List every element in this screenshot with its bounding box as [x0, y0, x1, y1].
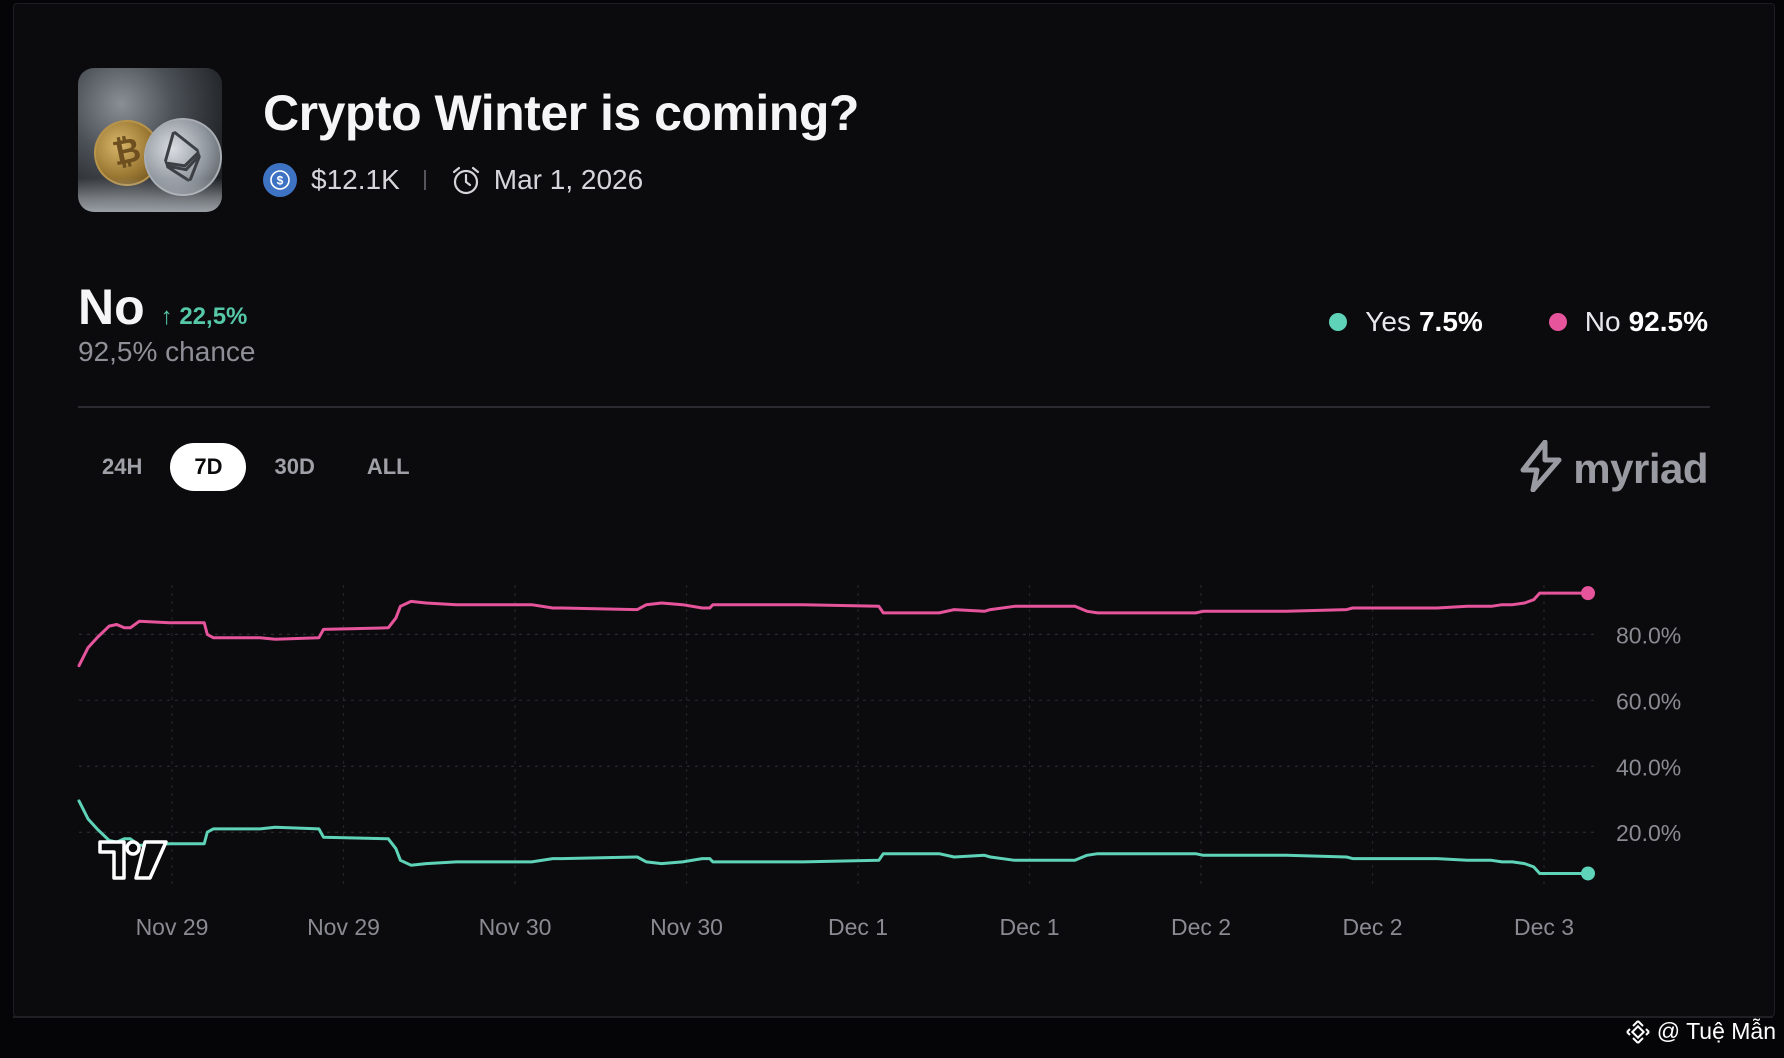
- brand-name: myriad: [1573, 444, 1708, 492]
- usdc-icon: $: [263, 163, 297, 197]
- legend-item-no[interactable]: No 92.5%: [1548, 306, 1708, 338]
- market-end-date: Mar 1, 2026: [493, 164, 644, 195]
- arrow-up-icon: ↑: [160, 303, 173, 330]
- market-meta: $ $12.1K Mar 1, 2026: [263, 162, 643, 198]
- time-range-selector: 24H 7D 30D ALL: [78, 443, 438, 491]
- x-tick-label: Dec 3: [1514, 914, 1574, 940]
- legend-value-no: 92.5%: [1628, 306, 1708, 337]
- yes-dot-icon: [1329, 313, 1348, 331]
- x-tick-label: Nov 30: [479, 914, 552, 940]
- range-all-button[interactable]: ALL: [366, 454, 410, 479]
- card-bottom-border: [13, 1016, 1773, 1018]
- snow-ground: [78, 178, 222, 212]
- outcome-name: No: [78, 279, 145, 335]
- y-tick-label: 60.0%: [1616, 688, 1681, 714]
- y-tick-label: 40.0%: [1616, 754, 1681, 780]
- binance-logo-icon: [1626, 1019, 1650, 1044]
- alarm-clock-icon: [450, 164, 482, 196]
- range-7d-button[interactable]: 7D: [170, 443, 247, 491]
- series-line-yes: [77, 799, 1590, 875]
- outcome-chance: 92,5% chance: [78, 336, 256, 367]
- watermark-text: @ Tuệ Mẫn: [1656, 1018, 1776, 1044]
- series-line-no: [77, 591, 1590, 668]
- market-volume: $12.1K: [311, 164, 400, 195]
- no-dot-icon: [1548, 313, 1567, 331]
- legend-label-no: No: [1584, 306, 1621, 337]
- market-thumbnail: ₿: [78, 68, 222, 212]
- market-card: [13, 3, 1775, 1017]
- series-endpoint-no: [1581, 586, 1595, 601]
- range-24h-button[interactable]: 24H: [102, 454, 143, 479]
- tradingview-logo-icon: [98, 840, 168, 880]
- x-tick-label: Dec 1: [999, 914, 1059, 940]
- meta-separator: [423, 170, 426, 190]
- myriad-brand: myriad: [1519, 439, 1708, 497]
- legend-item-yes[interactable]: Yes 7.5%: [1329, 306, 1483, 338]
- chart-legend: Yes 7.5% No 92.5%: [1263, 306, 1708, 338]
- svg-text:$: $: [277, 174, 284, 188]
- y-tick-label: 80.0%: [1616, 622, 1681, 648]
- x-tick-label: Dec 2: [1342, 914, 1402, 940]
- watermark: @ Tuệ Mẫn: [1625, 1018, 1776, 1045]
- outcome-change: ↑ 22,5%: [161, 303, 248, 331]
- x-tick-label: Nov 29: [136, 914, 209, 940]
- range-30d-button[interactable]: 30D: [274, 454, 315, 479]
- myriad-bolt-icon: [1519, 439, 1563, 497]
- legend-label-yes: Yes: [1365, 306, 1411, 337]
- x-tick-label: Nov 29: [307, 914, 380, 940]
- selected-outcome: No ↑ 22,5%: [78, 278, 247, 336]
- series-endpoint-yes: [1581, 866, 1595, 881]
- y-tick-label: 20.0%: [1616, 820, 1681, 846]
- outcome-change-value: 22,5%: [179, 303, 248, 330]
- legend-value-yes: 7.5%: [1418, 306, 1483, 337]
- x-tick-label: Dec 1: [828, 914, 888, 940]
- header-divider: [78, 406, 1710, 408]
- x-tick-label: Dec 2: [1171, 914, 1231, 940]
- x-tick-label: Nov 30: [650, 914, 723, 940]
- market-title: Crypto Winter is coming?: [263, 85, 859, 141]
